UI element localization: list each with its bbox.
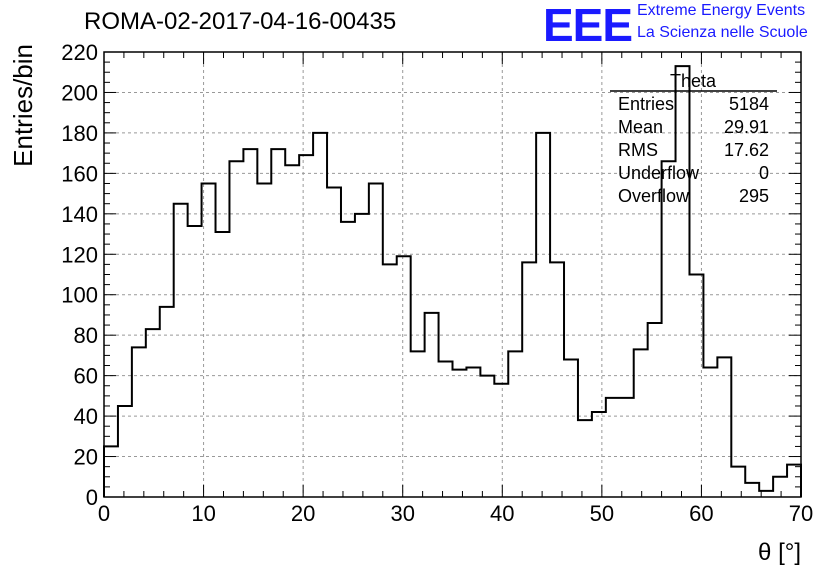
histogram-bin [494, 384, 508, 497]
histogram-bin [355, 214, 369, 497]
histogram-bin [341, 222, 355, 497]
y-axis-label: Entries/bin [8, 44, 38, 167]
histogram-bin [606, 398, 620, 497]
histogram-bin [439, 361, 453, 497]
x-tick-label: 0 [98, 501, 110, 526]
stats-value: 29.91 [724, 117, 769, 137]
histogram-bin [676, 66, 690, 497]
histogram-bin [787, 465, 801, 497]
histogram-bin [536, 133, 550, 497]
histogram-bin [731, 467, 745, 497]
x-tick-label: 30 [390, 501, 414, 526]
histogram-bin [104, 446, 118, 497]
stats-label: Mean [618, 117, 663, 137]
x-tick-label: 10 [191, 501, 215, 526]
stats-value: 295 [739, 186, 769, 206]
x-tick-label: 20 [291, 501, 315, 526]
y-tick-label: 120 [61, 242, 98, 267]
histogram-bin [620, 398, 634, 497]
histogram-bin [717, 357, 731, 497]
histogram-bin [132, 347, 146, 497]
histogram-bin [202, 183, 216, 497]
stats-label: Entries [618, 94, 674, 114]
stats-value: 0 [759, 163, 769, 183]
y-tick-label: 0 [86, 485, 98, 510]
histogram-bin [397, 256, 411, 497]
histogram-series [103, 65, 802, 497]
y-tick-label: 100 [61, 283, 98, 308]
histogram-bin [745, 483, 759, 497]
histogram-bin [188, 226, 202, 497]
y-tick-label: 160 [61, 161, 98, 186]
histogram-bin [453, 370, 467, 497]
histogram-bin [703, 368, 717, 497]
histogram-bin [773, 477, 787, 497]
x-tick-label: 60 [689, 501, 713, 526]
histogram-bin [634, 349, 648, 497]
histogram-bin [118, 406, 132, 497]
x-axis-label: θ [°] [758, 539, 801, 566]
plot-frame [103, 51, 802, 498]
histogram-bin [411, 351, 425, 497]
stats-label: Overflow [618, 186, 690, 206]
histogram-bin [522, 262, 536, 497]
stats-box-title: Theta [670, 71, 717, 91]
eee-logo: EEE [543, 0, 633, 51]
histogram-bin [146, 329, 160, 497]
stats-label: RMS [618, 140, 658, 160]
histogram-bin [369, 183, 383, 497]
histogram-bin [480, 376, 494, 497]
histogram-bin [648, 323, 662, 497]
y-tick-label: 40 [74, 404, 98, 429]
y-tick-label: 180 [61, 121, 98, 146]
histogram-bin [327, 188, 341, 497]
histogram-bin [425, 313, 439, 497]
histogram-bin [216, 232, 230, 497]
histogram-bin [564, 359, 578, 497]
y-tick-label: 20 [74, 445, 98, 470]
histogram-bin [550, 262, 564, 497]
histogram-bin [243, 149, 257, 497]
stats-value: 5184 [729, 94, 769, 114]
run-title: ROMA-02-2017-04-16-00435 [84, 8, 397, 35]
y-tick-label: 220 [61, 40, 98, 65]
histogram-bin [313, 133, 327, 497]
histogram-bin [508, 351, 522, 497]
histogram-bin [689, 275, 703, 498]
histogram-bin [299, 155, 313, 497]
histogram-bin [174, 204, 188, 497]
histogram-bin [578, 420, 592, 497]
histogram-bin [229, 161, 243, 497]
logo-line-1: Extreme Energy Events [637, 2, 806, 19]
histogram-bin [285, 165, 299, 497]
histogram-bin [592, 412, 606, 497]
y-tick-label: 60 [74, 364, 98, 389]
histogram-bin [383, 264, 397, 497]
logo-line-2: La Scienza nelle Scuole [637, 24, 808, 41]
x-tick-label: 40 [490, 501, 514, 526]
y-tick-label: 80 [74, 323, 98, 348]
histogram-bin [271, 149, 285, 497]
x-tick-label: 50 [590, 501, 614, 526]
histogram-bin [466, 368, 480, 497]
x-tick-label: 70 [789, 501, 813, 526]
histogram-bin [662, 161, 676, 497]
histogram-bin [257, 183, 271, 497]
stats-label: Underflow [618, 163, 700, 183]
histogram-bin [160, 307, 174, 497]
stats-value: 17.62 [724, 140, 769, 160]
histogram-bin [759, 491, 773, 497]
y-tick-label: 200 [61, 80, 98, 105]
y-tick-label: 140 [61, 202, 98, 227]
